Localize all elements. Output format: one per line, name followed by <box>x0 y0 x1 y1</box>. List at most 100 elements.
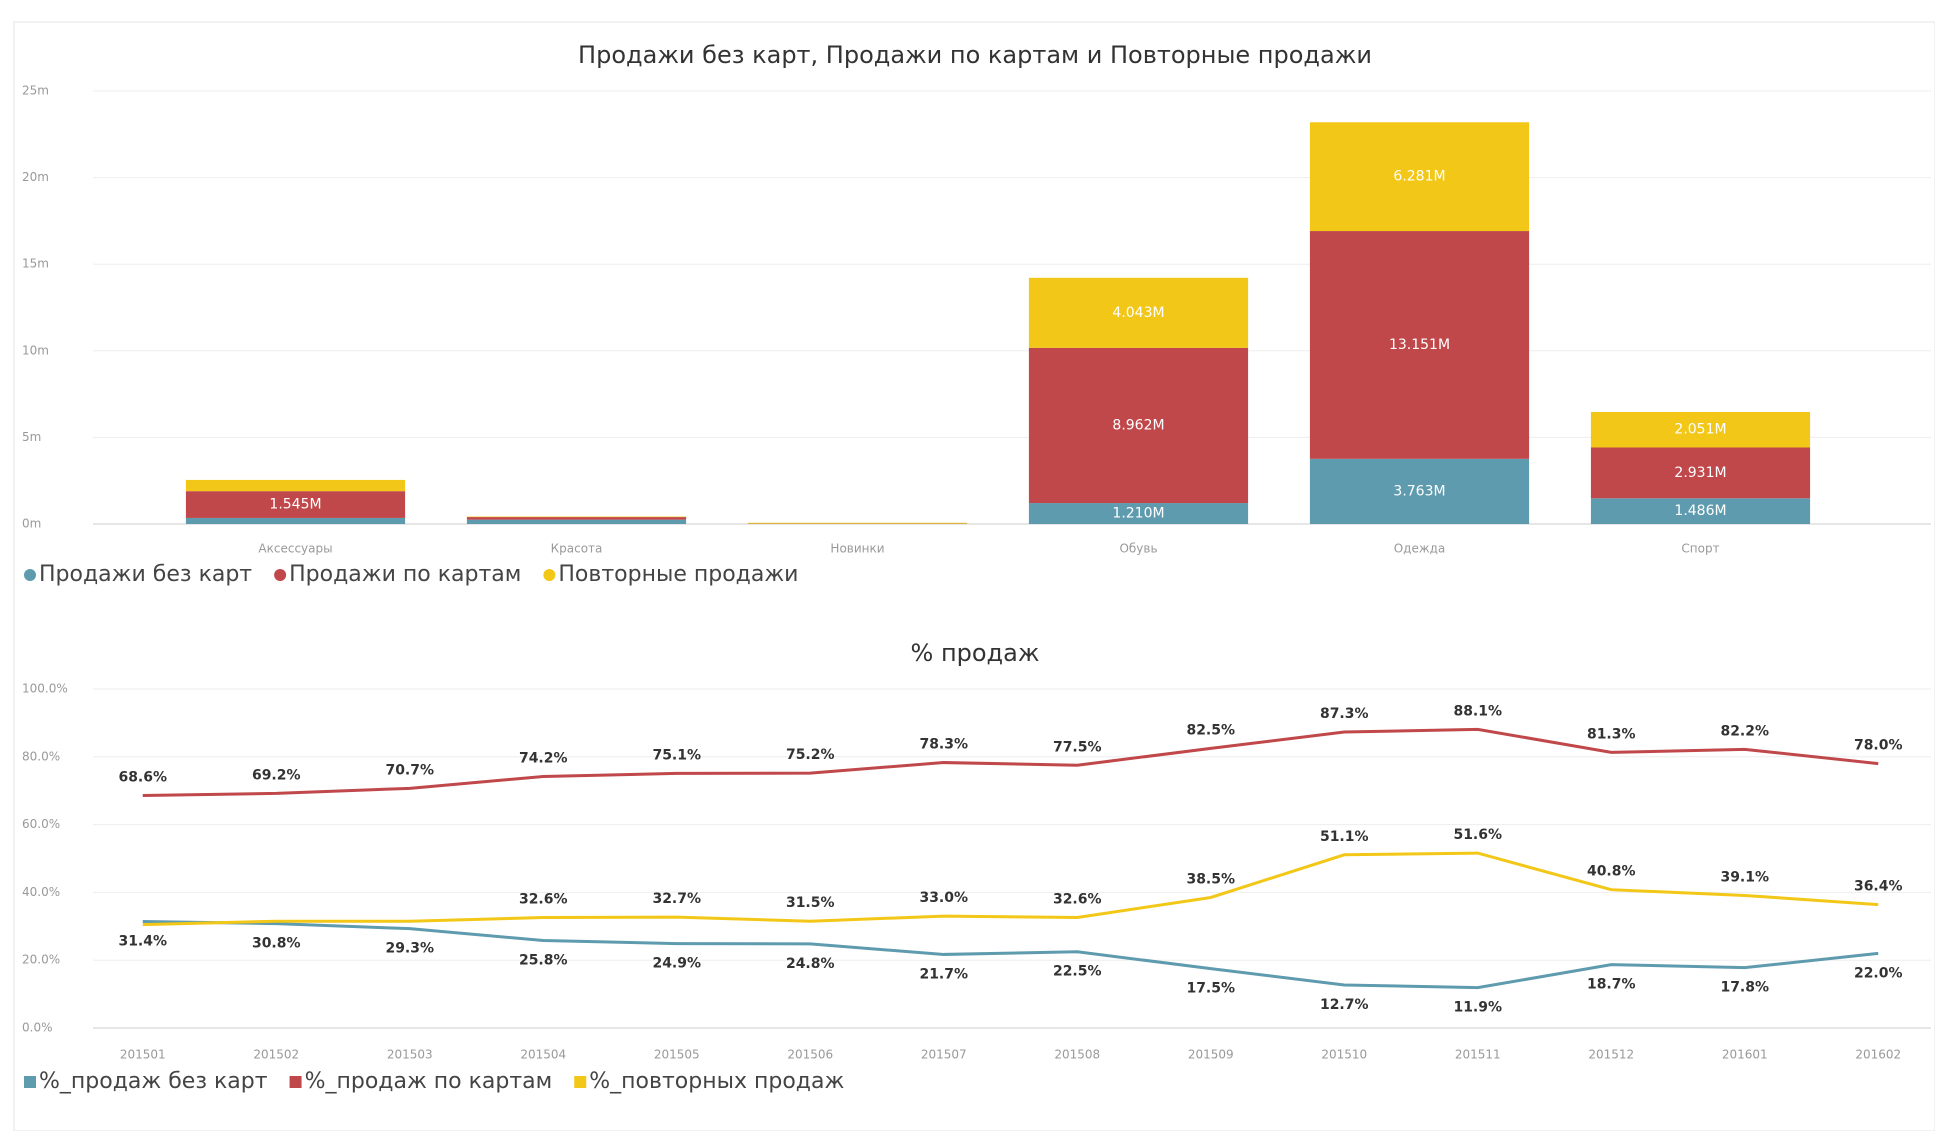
data-label: 81.3% <box>1587 726 1636 742</box>
data-label: 31.5% <box>786 895 835 911</box>
data-label: 36.4% <box>1854 879 1903 895</box>
y-tick-label: 80.0% <box>22 749 60 763</box>
data-label: 2.931M <box>1674 465 1726 481</box>
bar-segment <box>466 516 687 518</box>
data-label: 24.9% <box>652 956 701 972</box>
legend-marker <box>274 569 287 581</box>
data-label: 1.545M <box>269 497 321 513</box>
data-label: 22.0% <box>1854 965 1903 981</box>
bar-segment <box>1309 231 1530 459</box>
x-tick-label: Новинки <box>830 542 884 556</box>
legend-label: Продажи без карт <box>39 562 252 587</box>
data-label: 17.8% <box>1720 980 1769 996</box>
x-tick-label: 201504 <box>520 1048 566 1062</box>
y-tick-label: 0.0% <box>22 1021 53 1035</box>
data-label: 18.7% <box>1587 977 1636 993</box>
data-label: 1.210M <box>1112 506 1164 522</box>
y-tick-label: 20.0% <box>22 953 60 967</box>
x-tick-label: 201505 <box>654 1048 700 1062</box>
data-label: 6.281M <box>1393 169 1445 185</box>
y-tick-label: 100.0% <box>22 682 68 696</box>
x-tick-label: 201502 <box>253 1048 299 1062</box>
data-label: 39.1% <box>1720 869 1769 885</box>
legend-label: %_продаж без карт <box>39 1069 268 1094</box>
data-label: 24.8% <box>786 956 835 972</box>
data-label: 77.5% <box>1053 739 1102 755</box>
y-tick-label: 25m <box>22 84 49 98</box>
data-label: 2.051M <box>1674 422 1726 438</box>
bar-segment <box>1590 447 1811 499</box>
x-tick-label: 201508 <box>1054 1048 1100 1062</box>
bar-segment <box>466 517 687 520</box>
y-tick-label: 40.0% <box>22 885 60 899</box>
data-label: 51.1% <box>1320 829 1369 845</box>
data-label: 21.7% <box>919 966 968 982</box>
legend-label: Повторные продажи <box>558 562 798 587</box>
x-tick-label: Спорт <box>1681 542 1719 556</box>
data-label: 12.7% <box>1320 997 1369 1013</box>
data-label: 32.6% <box>1053 891 1102 907</box>
data-label: 33.0% <box>919 890 968 906</box>
data-label: 68.6% <box>118 769 167 785</box>
data-label: 25.8% <box>519 953 568 969</box>
data-label: 31.4% <box>118 934 167 950</box>
y-tick-label: 20m <box>22 170 49 184</box>
data-label: 75.2% <box>786 747 835 763</box>
data-label: 75.1% <box>652 747 701 763</box>
data-label: 3.763M <box>1393 483 1445 499</box>
x-tick-label: 201509 <box>1188 1048 1234 1062</box>
legend-label: Продажи по картам <box>289 562 521 587</box>
bar-segment <box>1590 498 1811 524</box>
x-tick-label: 201512 <box>1588 1048 1634 1062</box>
x-tick-label: 201601 <box>1722 1048 1768 1062</box>
legend-label: %_повторных продаж <box>589 1069 844 1094</box>
data-label: 87.3% <box>1320 706 1369 722</box>
y-tick-label: 0m <box>22 517 41 531</box>
chart-title: Продажи без карт, Продажи по картам и По… <box>578 41 1372 69</box>
x-tick-label: Красота <box>551 542 603 556</box>
data-label: 32.7% <box>652 891 701 907</box>
data-label: 78.0% <box>1854 738 1903 754</box>
data-label: 11.9% <box>1453 1000 1502 1016</box>
data-label: 70.7% <box>385 762 434 778</box>
x-tick-label: 201510 <box>1321 1048 1367 1062</box>
bar-segment <box>185 479 406 492</box>
legend-label: %_продаж по картам <box>305 1069 553 1094</box>
line <box>142 851 1879 927</box>
legend-marker <box>24 569 36 581</box>
legend-marker <box>24 1076 36 1088</box>
data-label: 40.8% <box>1587 864 1636 880</box>
x-tick-label: Одежда <box>1394 542 1446 556</box>
data-label: 82.2% <box>1720 723 1769 739</box>
bar-segment <box>747 522 968 524</box>
bar-segment <box>185 491 406 518</box>
data-label: 30.8% <box>252 936 301 952</box>
y-tick-label: 15m <box>22 257 49 271</box>
x-tick-label: 201501 <box>120 1048 166 1062</box>
bar-segment <box>185 517 406 524</box>
bar-segment <box>1309 122 1530 232</box>
data-label: 1.486M <box>1674 503 1726 519</box>
data-label: 88.1% <box>1453 703 1502 719</box>
bar-segment <box>1309 458 1530 524</box>
chart-title: % продаж <box>911 639 1040 667</box>
x-tick-label: Обувь <box>1119 542 1157 556</box>
x-tick-label: Аксессуары <box>258 542 332 556</box>
bar-segment <box>1028 277 1249 348</box>
bar-segment <box>1590 411 1811 448</box>
y-tick-label: 5m <box>22 430 41 444</box>
data-label: 78.3% <box>919 737 968 753</box>
y-tick-label: 10m <box>22 343 49 357</box>
x-tick-label: 201511 <box>1455 1048 1501 1062</box>
card <box>13 21 1935 1131</box>
data-label: 8.962M <box>1112 417 1164 433</box>
data-label: 38.5% <box>1186 871 1235 887</box>
data-label: 4.043M <box>1112 305 1164 321</box>
legend-marker <box>543 569 556 581</box>
x-tick-label: 201507 <box>921 1048 967 1062</box>
bar-segment <box>1028 347 1249 504</box>
line <box>142 727 1879 797</box>
data-label: 82.5% <box>1186 722 1235 738</box>
x-tick-label: 201506 <box>787 1048 833 1062</box>
